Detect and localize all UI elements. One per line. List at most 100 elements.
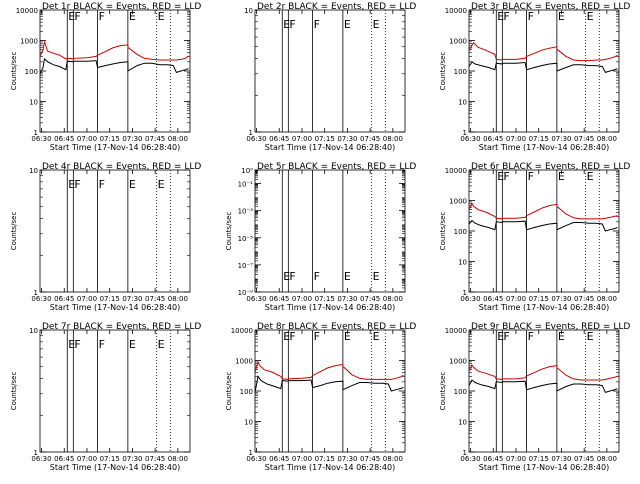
chart-panel-4: Det 4r BLACK = Events, RED = LLD 1 10 06:30…: [10, 162, 201, 312]
y-tick-label: 10: [458, 419, 467, 427]
y-tick-label: 1: [463, 129, 467, 137]
x-tick-label: 07:00: [77, 135, 97, 143]
y-tick-label: 100: [454, 228, 467, 236]
event-marker-label: F: [503, 170, 509, 183]
series-line-lld: [254, 360, 404, 380]
x-tick-label: 07:00: [292, 455, 312, 463]
event-marker-label: E: [158, 178, 165, 191]
event-marker-label: E: [497, 170, 504, 183]
event-marker-label: E: [587, 10, 594, 23]
x-tick-label: 08:00: [168, 295, 188, 303]
y-tick-label: 100: [25, 68, 38, 76]
x-tick-label: 07:45: [574, 455, 594, 463]
x-axis-label: Start Time (17-Nov-14 06:28:40): [50, 143, 180, 152]
x-tick-label: 07:15: [315, 455, 335, 463]
x-tick-label: 06:45: [54, 295, 74, 303]
series-line-events: [468, 379, 618, 394]
event-marker-label: E: [373, 330, 380, 343]
x-tick-label: 06:30: [460, 295, 480, 303]
y-axis-label: Counts/sec: [439, 372, 447, 411]
y-tick-label: 100: [454, 68, 467, 76]
event-marker-label: F: [289, 330, 295, 343]
y-axis-label: Counts/sec: [225, 212, 233, 251]
event-marker-label: E: [558, 330, 565, 343]
event-marker-label: E: [129, 10, 136, 23]
y-tick-label: 1: [463, 289, 467, 297]
event-marker-label: E: [373, 270, 380, 283]
chart-title: Det 1r BLACK = Events, RED = LLD: [42, 2, 201, 12]
series-line-lld: [468, 202, 618, 220]
chart-panel-1: Det 1r BLACK = Events, RED = LLD 1 10 100 10…: [10, 2, 201, 152]
event-marker-label: F: [528, 170, 534, 183]
x-axis-label: Start Time (17-Nov-14 06:28:40): [265, 143, 395, 152]
x-tick-label: 06:45: [54, 455, 74, 463]
x-tick-label: 06:30: [31, 455, 51, 463]
event-marker-label: E: [344, 270, 351, 283]
y-tick-label: 10⁻³: [238, 208, 254, 216]
x-tick-label: 07:45: [145, 135, 165, 143]
y-tick-label: 10: [29, 327, 38, 335]
x-tick-label: 07:15: [529, 295, 549, 303]
x-tick-label: 07:00: [77, 455, 97, 463]
plot-frame: [468, 169, 620, 293]
y-tick-label: 10: [29, 99, 38, 107]
x-tick-label: 06:45: [269, 455, 289, 463]
y-tick-label: 10⁻¹: [238, 181, 254, 189]
plot-frame: [254, 169, 406, 293]
event-marker-label: E: [497, 10, 504, 23]
y-tick-label: 10: [244, 419, 253, 427]
x-tick-label: 06:45: [269, 295, 289, 303]
x-tick-label: 06:45: [483, 295, 503, 303]
series-line-lld: [39, 39, 189, 61]
x-tick-label: 07:15: [315, 135, 335, 143]
event-marker-label: F: [528, 330, 534, 343]
x-tick-label: 06:30: [460, 135, 480, 143]
x-axis-label: Start Time (17-Nov-14 06:28:40): [479, 303, 609, 312]
x-axis-label: Start Time (17-Nov-14 06:28:40): [265, 463, 395, 472]
y-tick-label: 100: [454, 388, 467, 396]
x-tick-label: 08:00: [597, 135, 617, 143]
y-tick-label: 10⁻⁷: [238, 262, 254, 270]
y-tick-label: 10: [458, 259, 467, 267]
chart-title: Det 2r BLACK = Events, RED = LLD: [257, 2, 416, 12]
x-tick-label: 07:15: [529, 135, 549, 143]
x-tick-label: 07:15: [100, 135, 120, 143]
x-tick-label: 07:15: [529, 455, 549, 463]
x-tick-label: 06:30: [246, 135, 266, 143]
x-tick-label: 07:45: [360, 455, 380, 463]
x-axis-label: Start Time (17-Nov-14 06:28:40): [50, 303, 180, 312]
y-tick-label: 1: [249, 449, 253, 457]
y-tick-label: 1000: [235, 358, 253, 366]
y-tick-label: 1: [463, 449, 467, 457]
x-tick-label: 07:45: [360, 295, 380, 303]
plot-frame: [468, 329, 620, 453]
x-tick-label: 07:45: [145, 455, 165, 463]
y-tick-label: 10000: [231, 327, 253, 335]
y-tick-label: 1: [249, 129, 253, 137]
chart-panel-3: Det 3r BLACK = Events, RED = LLD 1 10 100 10…: [439, 2, 630, 152]
event-marker-label: F: [99, 178, 105, 191]
x-tick-label: 07:30: [551, 295, 571, 303]
event-marker-label: E: [344, 330, 351, 343]
x-axis-label: Start Time (17-Nov-14 06:28:40): [50, 463, 180, 472]
y-axis-label: Counts/sec: [10, 372, 18, 411]
x-tick-label: 06:30: [246, 295, 266, 303]
event-marker-label: F: [314, 330, 320, 343]
series-line-events: [468, 219, 618, 232]
event-marker-label: F: [528, 10, 534, 23]
x-tick-label: 07:30: [337, 455, 357, 463]
event-marker-label: E: [158, 338, 165, 351]
x-tick-label: 07:00: [506, 135, 526, 143]
event-marker-label: F: [289, 270, 295, 283]
event-marker-label: E: [558, 170, 565, 183]
x-tick-label: 07:30: [122, 295, 142, 303]
x-tick-label: 07:30: [337, 295, 357, 303]
chart-panel-9: Det 9r BLACK = Events, RED = LLD 1 10 100 10…: [439, 322, 630, 472]
event-marker-label: E: [344, 18, 351, 31]
x-tick-label: 07:15: [100, 295, 120, 303]
x-tick-label: 08:00: [383, 455, 403, 463]
x-tick-label: 08:00: [597, 295, 617, 303]
y-tick-label: 10000: [445, 7, 467, 15]
